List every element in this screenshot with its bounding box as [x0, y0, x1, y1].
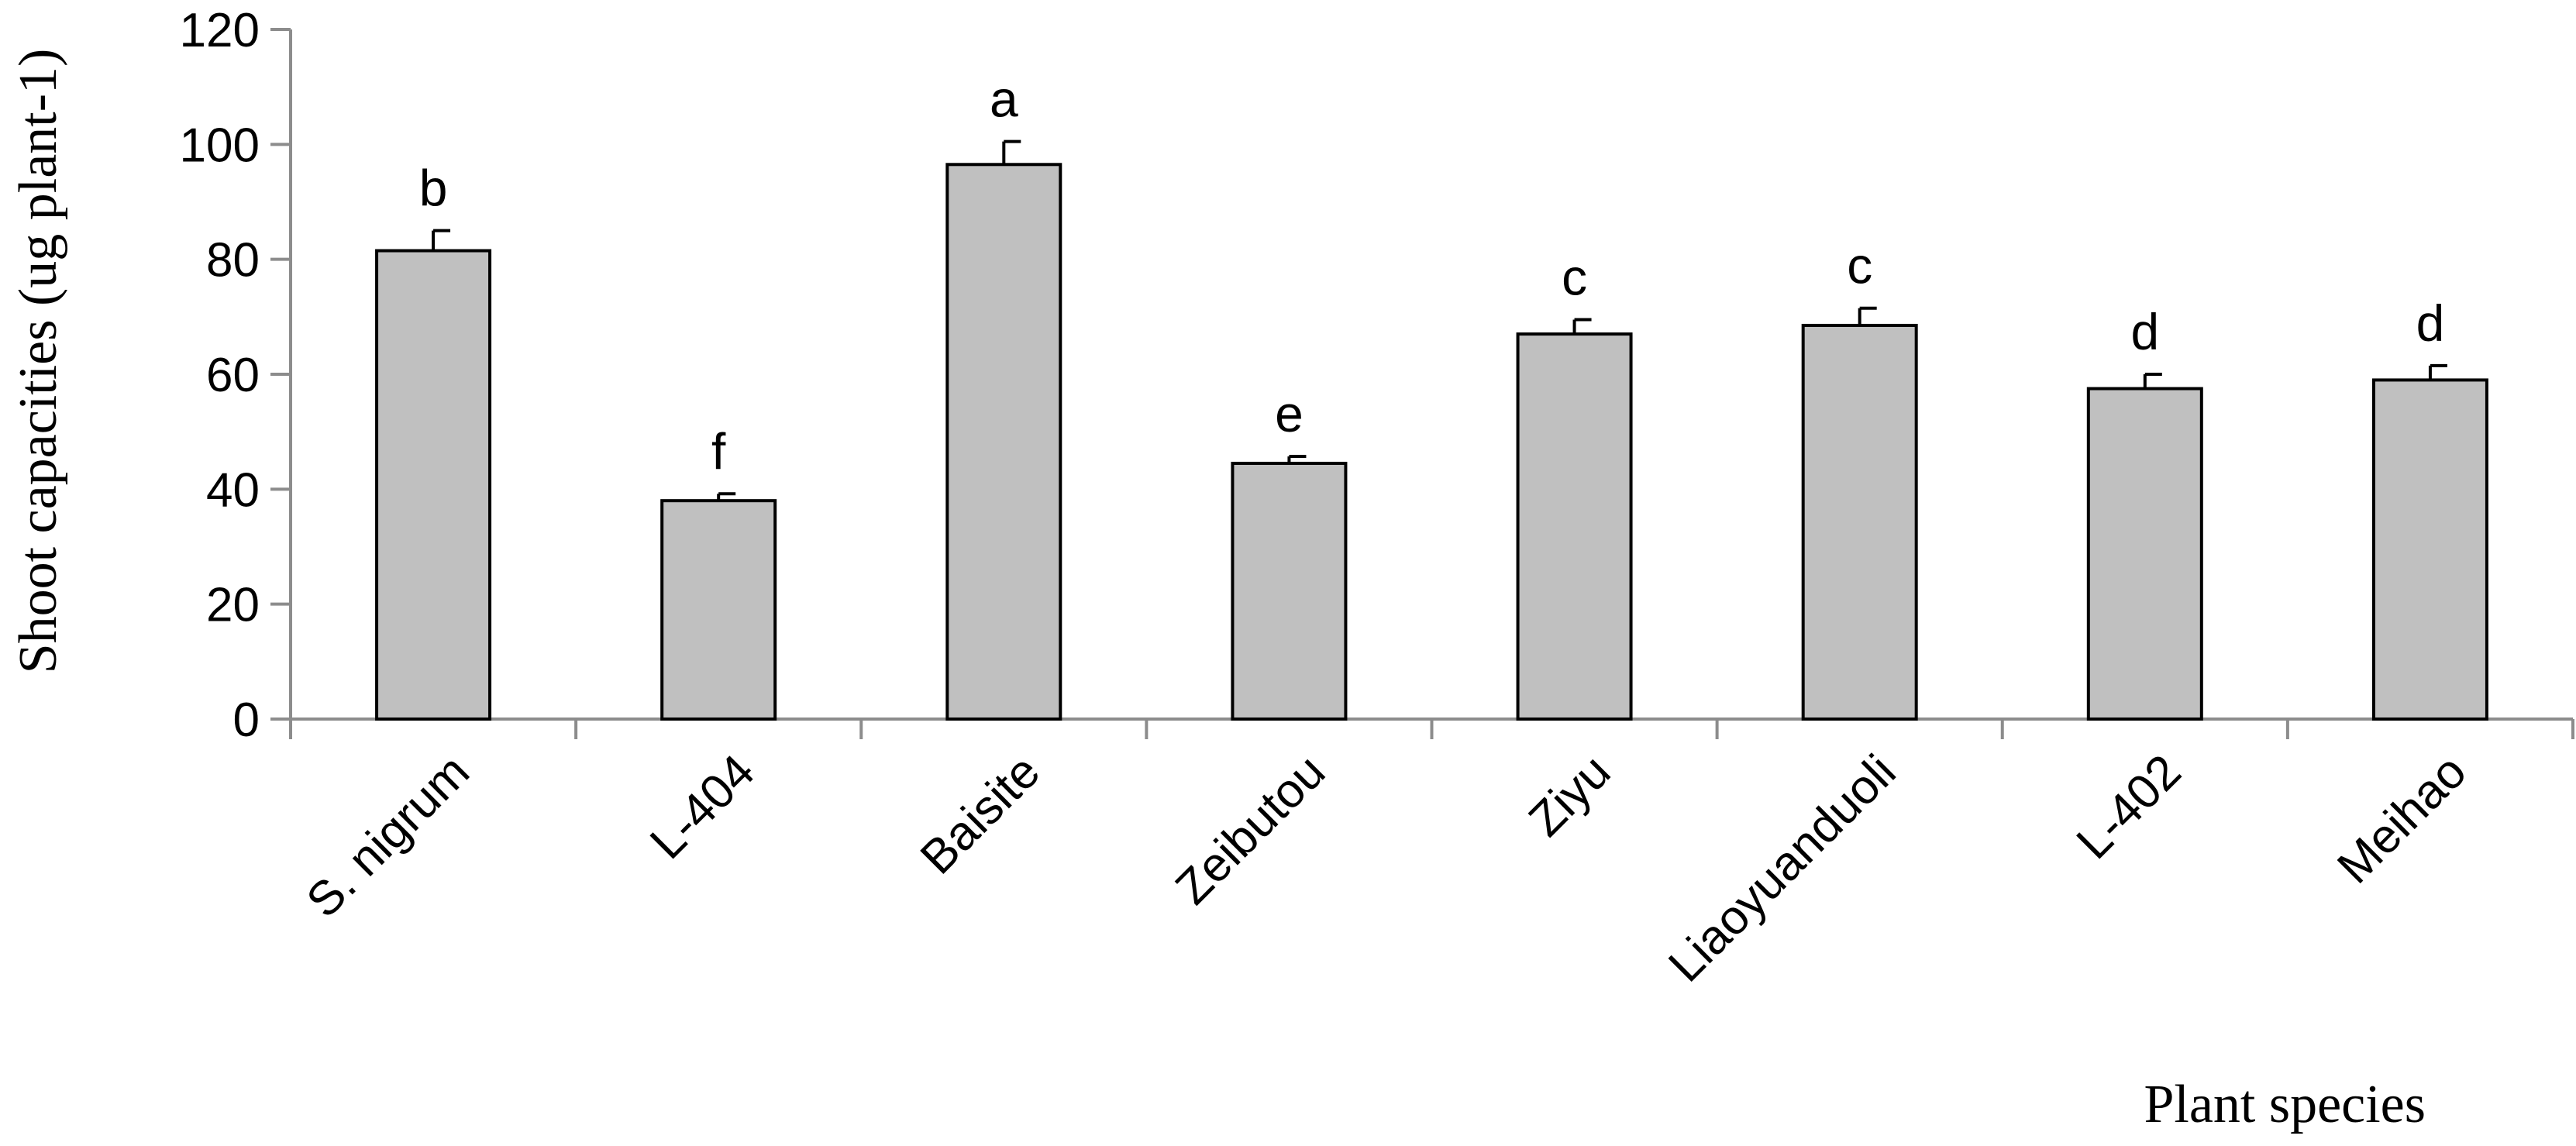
- bar: [2371, 378, 2488, 721]
- bar: [2086, 387, 2203, 721]
- significance-label: e: [1275, 385, 1303, 442]
- chart-axes: [289, 29, 2573, 721]
- category-label: Liaoyuanduoli: [1658, 745, 1906, 992]
- category-label: S. nigrum: [297, 745, 480, 927]
- y-tick-label: 100: [180, 119, 260, 172]
- significance-label: a: [990, 71, 1018, 128]
- significance-label: d: [2130, 303, 2159, 360]
- significance-label: b: [419, 160, 448, 217]
- category-label: Meihao: [2327, 745, 2477, 894]
- bar: [1801, 323, 1918, 721]
- category-labels: S. nigrum L-404 Baisite Zeibutou Ziyu Liaoyua…: [297, 745, 2477, 992]
- y-axis-title: Shoot capacities (ug plant-1): [9, 49, 68, 674]
- bar: [660, 499, 777, 721]
- x-axis-ticks: [289, 719, 2574, 739]
- y-tick-label: 120: [180, 4, 260, 57]
- bar: [945, 163, 1062, 721]
- error-bars-group: [432, 139, 2447, 501]
- significance-labels: b f a e c c d d: [419, 71, 2445, 480]
- y-tick-label: 80: [206, 234, 260, 287]
- significance-label: f: [711, 422, 726, 480]
- y-axis-ticks: 0 20 40 60 80 100 120: [180, 4, 291, 747]
- x-axis-title: Plant species: [2144, 1075, 2426, 1134]
- bars-group: [375, 163, 2488, 721]
- category-label: L-404: [640, 745, 765, 869]
- bar: [1231, 461, 1348, 721]
- y-tick-label: 40: [206, 463, 260, 517]
- bar: [375, 249, 492, 721]
- category-label: Baisite: [911, 745, 1050, 884]
- bar: [1516, 332, 1633, 721]
- y-tick-label: 0: [233, 693, 260, 747]
- category-label: Zeibutou: [1166, 745, 1335, 914]
- significance-label: c: [1562, 249, 1587, 306]
- y-tick-label: 60: [206, 349, 260, 402]
- category-label: L-402: [2067, 745, 2192, 869]
- y-tick-label: 20: [206, 579, 260, 632]
- category-label: Ziyu: [1519, 745, 1621, 847]
- significance-label: d: [2416, 294, 2445, 352]
- significance-label: c: [1847, 237, 1872, 294]
